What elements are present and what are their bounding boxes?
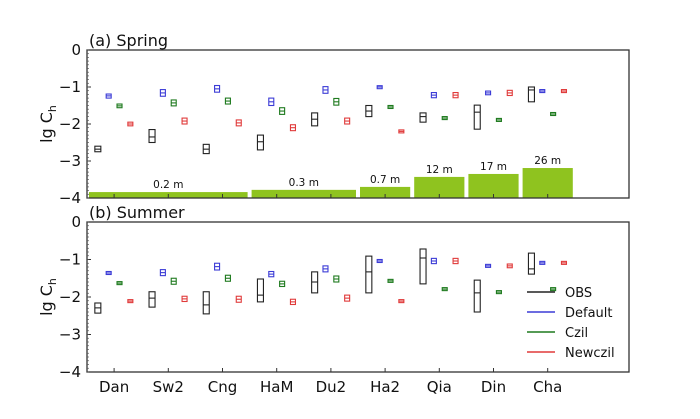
box-obs	[148, 129, 156, 144]
box-obs	[148, 291, 156, 308]
legend-label-obs: OBS	[565, 286, 592, 301]
y-tick-label: 0	[71, 213, 81, 231]
legend-label-newczil: Newczil	[565, 346, 615, 361]
height-bar-label: 12 m	[426, 164, 453, 176]
legend: OBS Default Czil Newczil	[527, 286, 615, 361]
x-tick-label: Sw2	[153, 378, 184, 396]
panel-summer: (b) Summer 0 −1 −2 −3 −4 Dan Sw2 Cng HaM Du2 Ha2 Qi…	[37, 203, 630, 396]
box-obs	[202, 291, 210, 315]
x-tick-label: Du2	[316, 378, 347, 396]
box-obs	[473, 104, 481, 130]
y-tick-label: −1	[59, 251, 81, 269]
height-bar-label: 0.3 m	[289, 177, 319, 189]
panel-title-spring: (a) Spring	[89, 31, 168, 50]
height-bar	[360, 186, 411, 198]
height-bar-label: 0.2 m	[153, 179, 183, 191]
x-tick-label: Cha	[533, 378, 562, 396]
x-tick-label: Din	[481, 378, 506, 396]
y-tick-label: −4	[59, 363, 81, 381]
y-tick-label: −4	[59, 189, 81, 207]
y-axis-label-subscript: h	[46, 278, 59, 285]
box-obs	[419, 112, 427, 123]
box-obs	[527, 86, 535, 103]
y-tick-label: −3	[59, 152, 81, 170]
y-axis-label-main: lg C	[37, 112, 56, 143]
height-bar-label: 17 m	[480, 161, 507, 173]
x-tick-label: Dan	[99, 378, 129, 396]
box-obs	[419, 248, 427, 285]
box-obs	[256, 278, 264, 303]
x-tick-label: Ha2	[370, 378, 400, 396]
legend-label-czil: Czil	[565, 326, 588, 341]
panel-spring: (a) Spring 0.2 m 0.3 m 0.7 m 12 m 17 m 26 m 0 −…	[37, 31, 630, 207]
box-obs	[527, 252, 535, 275]
height-bar	[468, 173, 519, 198]
y-axis-label: lg Ch	[37, 105, 59, 143]
box-obs	[256, 134, 264, 151]
y-tick-label: −1	[59, 78, 81, 96]
y-tick-label: −3	[59, 326, 81, 344]
height-bar	[414, 176, 465, 198]
x-tick-label: Qia	[427, 378, 452, 396]
height-bar	[251, 189, 356, 198]
height-bar-label: 0.7 m	[370, 174, 400, 186]
x-tick-label: Cng	[208, 378, 238, 396]
y-axis-label-subscript: h	[46, 105, 59, 112]
panel-title-summer: (b) Summer	[89, 203, 185, 222]
y-tick-label: −2	[59, 288, 81, 306]
height-bar-label: 26 m	[534, 155, 561, 167]
box-obs	[365, 255, 373, 294]
y-tick-label: 0	[71, 41, 81, 59]
y-axis-label-main: lg C	[37, 285, 56, 316]
y-tick-label: −2	[59, 115, 81, 133]
height-bar	[522, 168, 573, 198]
x-tick-label: HaM	[260, 378, 293, 396]
axes-frame	[86, 221, 630, 373]
box-obs	[473, 279, 481, 313]
y-axis-label: lg Ch	[37, 278, 59, 316]
legend-label-default: Default	[565, 306, 613, 321]
